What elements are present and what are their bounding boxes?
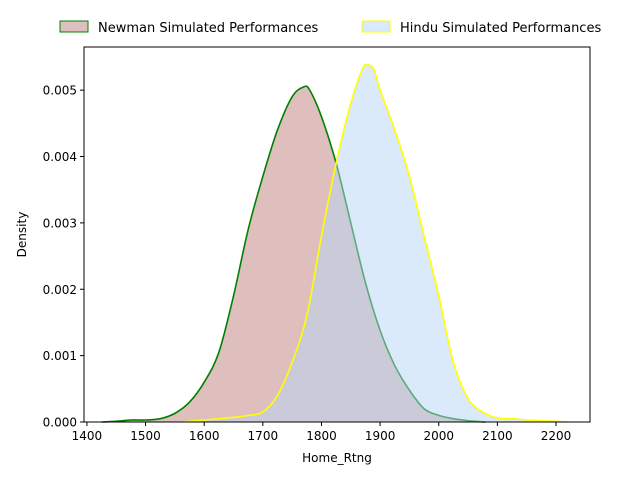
legend-label-1: Hindu Simulated Performances [400,21,601,36]
x-axis: 1400 1500 1600 1700 1800 1900 2000 2100 2200 [72,422,572,443]
y-tick-label: 0.000 [43,416,77,430]
y-axis-label: Density [15,212,29,258]
legend-swatch-0 [59,20,89,33]
legend-label-0: Newman Simulated Performances [98,21,319,36]
x-tick-label: 1700 [248,429,279,443]
series-area-1 [180,64,568,422]
x-tick-label: 1400 [72,429,103,443]
x-tick-label: 2200 [541,429,572,443]
x-tick-label: 2100 [482,429,513,443]
y-tick-label: 0.005 [43,84,77,98]
y-tick-label: 0.001 [43,349,77,363]
x-tick-label: 1500 [130,429,161,443]
series-layer [101,63,568,423]
y-tick-label: 0.002 [43,283,77,297]
x-tick-label: 1900 [365,429,396,443]
series-area-0 [101,86,486,422]
y-axis: 0.000 0.001 0.002 0.003 0.004 0.005 [43,84,84,430]
y-tick-label: 0.004 [43,150,77,164]
plot-frame [83,46,591,423]
y-tick-label: 0.003 [43,216,77,230]
x-tick-label: 1800 [306,429,337,443]
series-line-1 [180,63,568,423]
x-tick-label: 2000 [423,429,454,443]
legend-swatch-1 [361,20,391,33]
x-axis-label: Home_Rtng [302,451,372,465]
x-tick-label: 1600 [189,429,220,443]
legend: Newman Simulated Performances Hindu Simul… [59,20,601,36]
